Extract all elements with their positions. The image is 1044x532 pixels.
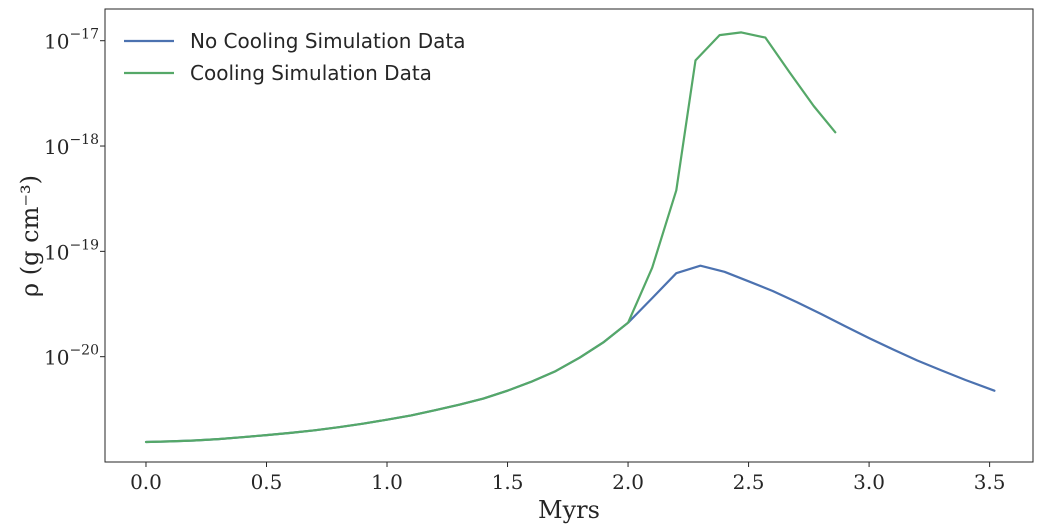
legend-label-2: Cooling Simulation Data: [190, 61, 432, 85]
x-tick-label: 2.0: [612, 470, 644, 494]
series-lines: [144, 31, 996, 444]
x-tick-label: 1.5: [492, 470, 524, 494]
legend: No Cooling Simulation Data Cooling Simula…: [124, 29, 465, 85]
x-axis: 0.0 0.5 1.0 1.5 2.0 2.5 3.0 3.5: [130, 462, 1006, 494]
x-tick-label: 0.0: [130, 470, 162, 494]
y-tick-label: 10−17: [44, 27, 99, 54]
legend-label-1: No Cooling Simulation Data: [190, 29, 465, 53]
x-tick-label: 1.0: [371, 470, 403, 494]
plot-background: [105, 9, 1033, 462]
x-tick-label: 0.5: [251, 470, 283, 494]
x-axis-label: Myrs: [538, 496, 600, 524]
y-tick-label: 10−20: [44, 343, 99, 370]
y-tick-label: 10−18: [44, 132, 99, 159]
x-tick-label: 3.5: [974, 470, 1006, 494]
x-tick-label: 3.0: [853, 470, 885, 494]
plot-frame: [104, 8, 1034, 463]
y-axis: 10−20 10−19 10−18 10−17: [44, 27, 105, 370]
series-line-2: [144, 31, 837, 444]
y-axis-label: ρ (g cm⁻³): [16, 175, 44, 297]
y-tick-label: 10−19: [44, 237, 99, 264]
x-tick-label: 2.5: [733, 470, 765, 494]
